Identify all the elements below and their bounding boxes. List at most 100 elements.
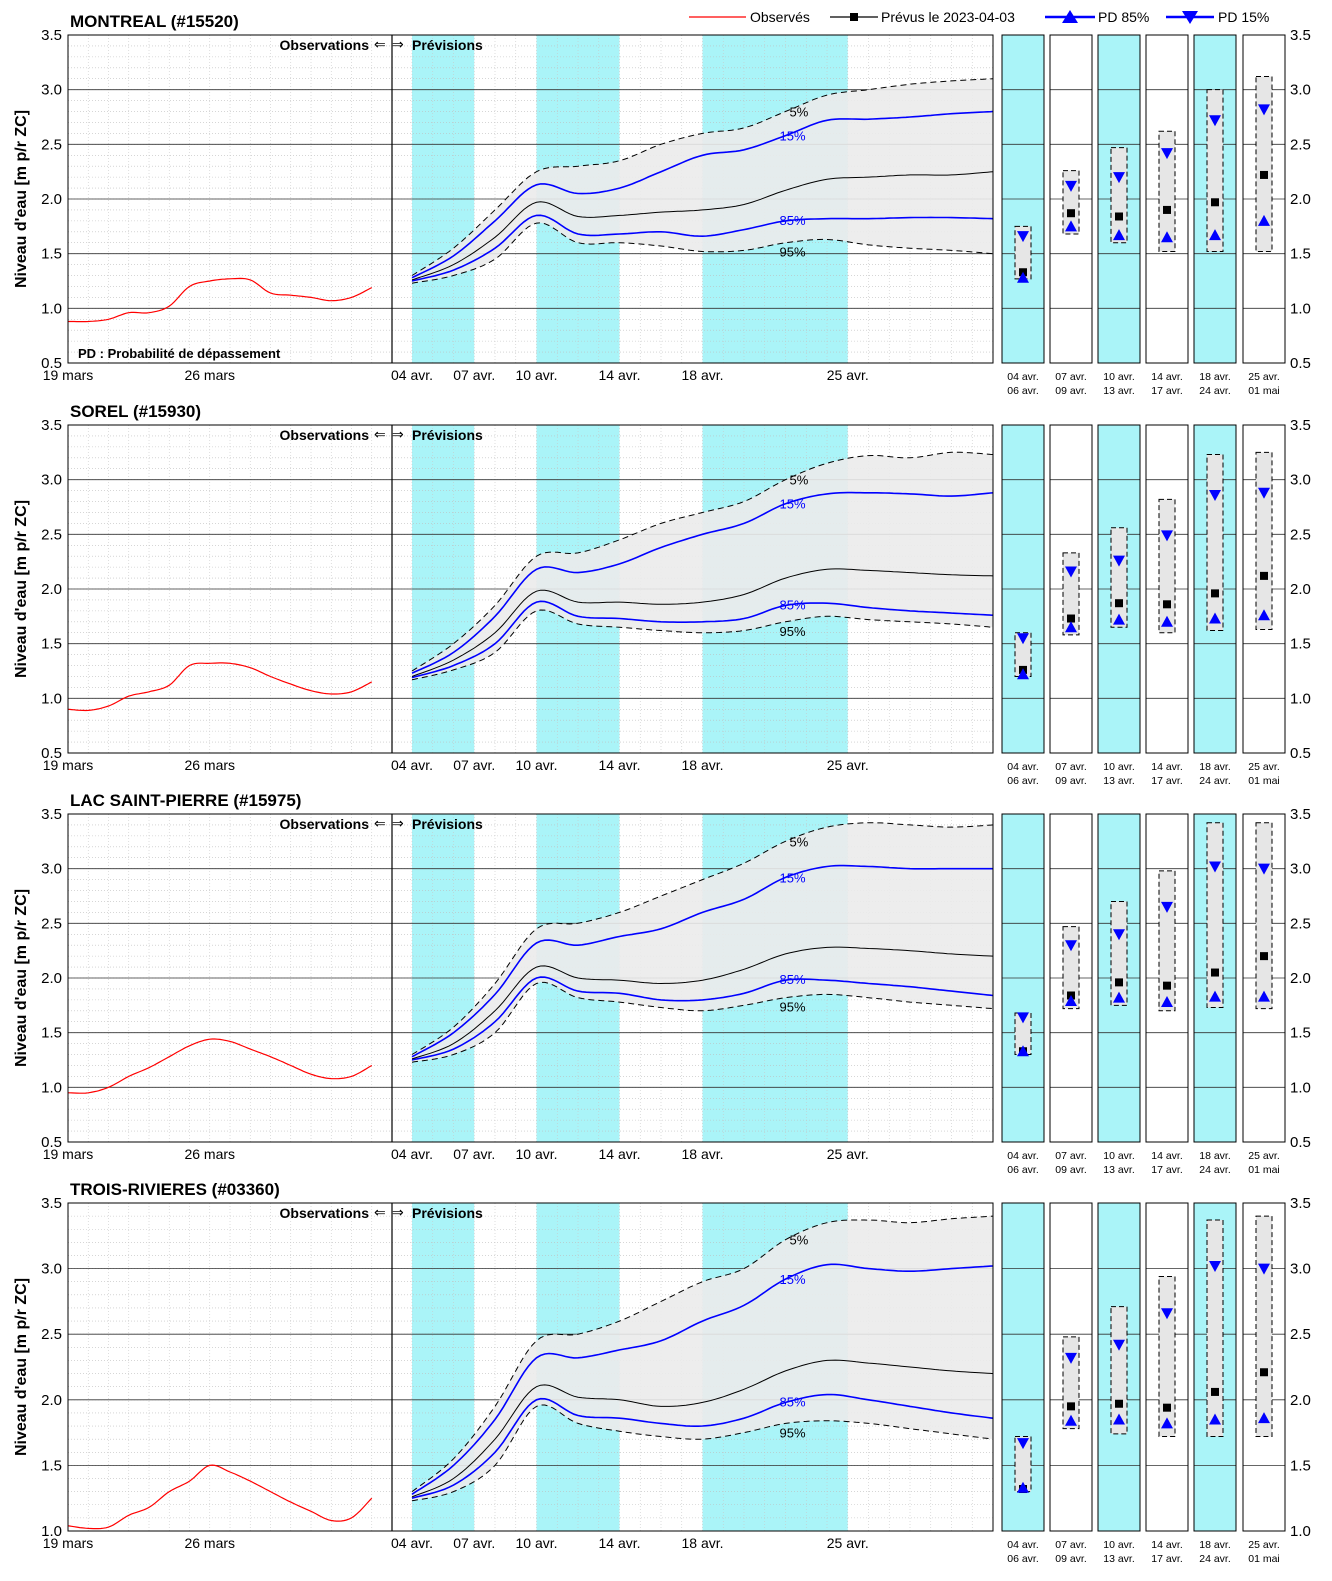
period-pd85-marker xyxy=(1017,1045,1029,1057)
y-axis-label: Niveau d'eau [m p/r ZC] xyxy=(13,110,30,288)
period-pd15-marker xyxy=(1113,172,1125,184)
y-axis-label: Niveau d'eau [m p/r ZC] xyxy=(13,500,30,678)
period-median-marker xyxy=(1115,599,1123,608)
label-p95: 95% xyxy=(780,245,806,260)
p5-line xyxy=(411,451,994,672)
period-start: 25 avr. xyxy=(1248,1539,1280,1551)
panel-title: MONTREAL (#15520) xyxy=(70,12,239,31)
legend: Observés Prévus le 2023-04-03 PD 85% PD 15% xyxy=(689,9,1269,25)
period-range xyxy=(1255,822,1273,1010)
xtick-right: 04 avr. xyxy=(391,1146,433,1162)
period-pd15-marker xyxy=(1017,231,1029,243)
period-median-marker xyxy=(1115,212,1123,221)
ytick-right: 3.0 xyxy=(1290,861,1311,878)
period-frame xyxy=(1193,1202,1237,1532)
period-end: 17 avr. xyxy=(1151,1164,1183,1176)
period-end: 01 mai xyxy=(1248,1553,1280,1565)
period-frame xyxy=(1049,1202,1093,1532)
period-start: 18 avr. xyxy=(1199,1150,1231,1162)
period-pd15-marker xyxy=(1017,633,1029,645)
observations-label: Observations xyxy=(280,427,370,443)
p85-line xyxy=(411,600,994,679)
period-box-4: 14 avr. 17 avr. xyxy=(1145,34,1189,397)
xtick-right: 14 avr. xyxy=(598,1146,640,1162)
period-box-1: 04 avr. 06 avr. xyxy=(1001,1202,1045,1565)
period-median-marker xyxy=(1115,1399,1123,1408)
period-range xyxy=(1206,822,1224,1009)
period-median-marker xyxy=(1211,968,1219,977)
period-pd15-marker xyxy=(1065,940,1077,952)
xtick-left: 19 mars xyxy=(43,1146,94,1162)
observed-line xyxy=(68,1038,373,1094)
arrow-left: ⇐ xyxy=(374,36,386,52)
ytick-left: 1.5 xyxy=(41,246,62,263)
ytick-left: 1.0 xyxy=(41,690,62,707)
ytick-left: 1.0 xyxy=(41,300,62,317)
ytick-left: 2.5 xyxy=(41,136,62,153)
plot-frame xyxy=(67,424,994,754)
period-pd85-marker xyxy=(1258,609,1270,621)
ytick-left: 0.5 xyxy=(41,1134,62,1151)
ytick-left: 3.0 xyxy=(41,1261,62,1278)
period-end: 09 avr. xyxy=(1055,775,1087,787)
period-range xyxy=(1206,1219,1224,1438)
xtick-right: 10 avr. xyxy=(515,1146,557,1162)
panel-title: LAC SAINT-PIERRE (#15975) xyxy=(70,791,301,810)
period-start: 14 avr. xyxy=(1151,371,1183,383)
median-line xyxy=(411,1359,994,1498)
label-p15: 15% xyxy=(780,870,806,885)
ytick-right: 3.5 xyxy=(1290,27,1311,44)
period-start: 18 avr. xyxy=(1199,761,1231,773)
label-p95: 95% xyxy=(780,1425,806,1440)
period-frame xyxy=(1145,813,1189,1143)
label-p5: 5% xyxy=(790,473,809,488)
period-frame xyxy=(1001,424,1045,754)
panel-2: SOREL (#15930) 5% 15% 85% 95% Observations ⇐ ⇒ P… xyxy=(13,402,1311,787)
period-pd15-marker xyxy=(1065,1352,1077,1364)
legend-forecast-marker xyxy=(850,13,858,21)
period-pd85-marker xyxy=(1065,994,1077,1006)
forecast-band xyxy=(412,822,993,1063)
period-pd85-marker xyxy=(1209,1413,1221,1425)
xtick-right: 07 avr. xyxy=(453,757,495,773)
period-range xyxy=(1062,170,1080,235)
p5-line xyxy=(411,78,994,276)
observed-line xyxy=(67,1464,373,1530)
period-end: 01 mai xyxy=(1248,775,1280,787)
period-start: 04 avr. xyxy=(1007,1539,1039,1551)
xtick-right: 18 avr. xyxy=(681,1146,723,1162)
ytick-right: 1.0 xyxy=(1290,690,1311,707)
period-box-5: 18 avr. 24 avr. xyxy=(1193,1202,1237,1565)
previsions-label: Prévisions xyxy=(412,427,483,443)
period-frame xyxy=(1145,34,1189,364)
xtick-right: 04 avr. xyxy=(391,757,433,773)
ytick-right: 1.5 xyxy=(1290,636,1311,653)
p5-line xyxy=(411,822,994,1055)
ytick-left: 2.0 xyxy=(41,970,62,987)
ytick-right: 0.5 xyxy=(1290,745,1311,762)
period-median-marker xyxy=(1260,571,1268,580)
ytick-left: 3.0 xyxy=(41,82,62,99)
period-pd85-marker xyxy=(1065,621,1077,633)
period-box-5: 18 avr. 24 avr. xyxy=(1193,813,1237,1176)
period-start: 04 avr. xyxy=(1007,761,1039,773)
period-median-marker xyxy=(1115,978,1123,987)
period-pd15-marker xyxy=(1161,148,1173,160)
period-range xyxy=(1062,552,1080,636)
period-range xyxy=(1255,76,1273,252)
ytick-right: 1.5 xyxy=(1290,246,1311,263)
period-start: 10 avr. xyxy=(1103,371,1135,383)
period-frame xyxy=(1242,34,1286,364)
period-frame xyxy=(1097,424,1141,754)
plot-frame xyxy=(67,813,994,1143)
period-end: 01 mai xyxy=(1248,385,1280,397)
ytick-left: 2.5 xyxy=(41,1326,62,1343)
xtick-right: 10 avr. xyxy=(515,367,557,383)
arrow-right: ⇒ xyxy=(392,36,404,52)
legend-pd85-label: PD 85% xyxy=(1098,9,1149,25)
p15-line xyxy=(411,110,994,279)
period-pd15-marker xyxy=(1209,115,1221,127)
period-box-3: 10 avr. 13 avr. xyxy=(1097,34,1141,397)
p95-line xyxy=(411,1404,994,1502)
